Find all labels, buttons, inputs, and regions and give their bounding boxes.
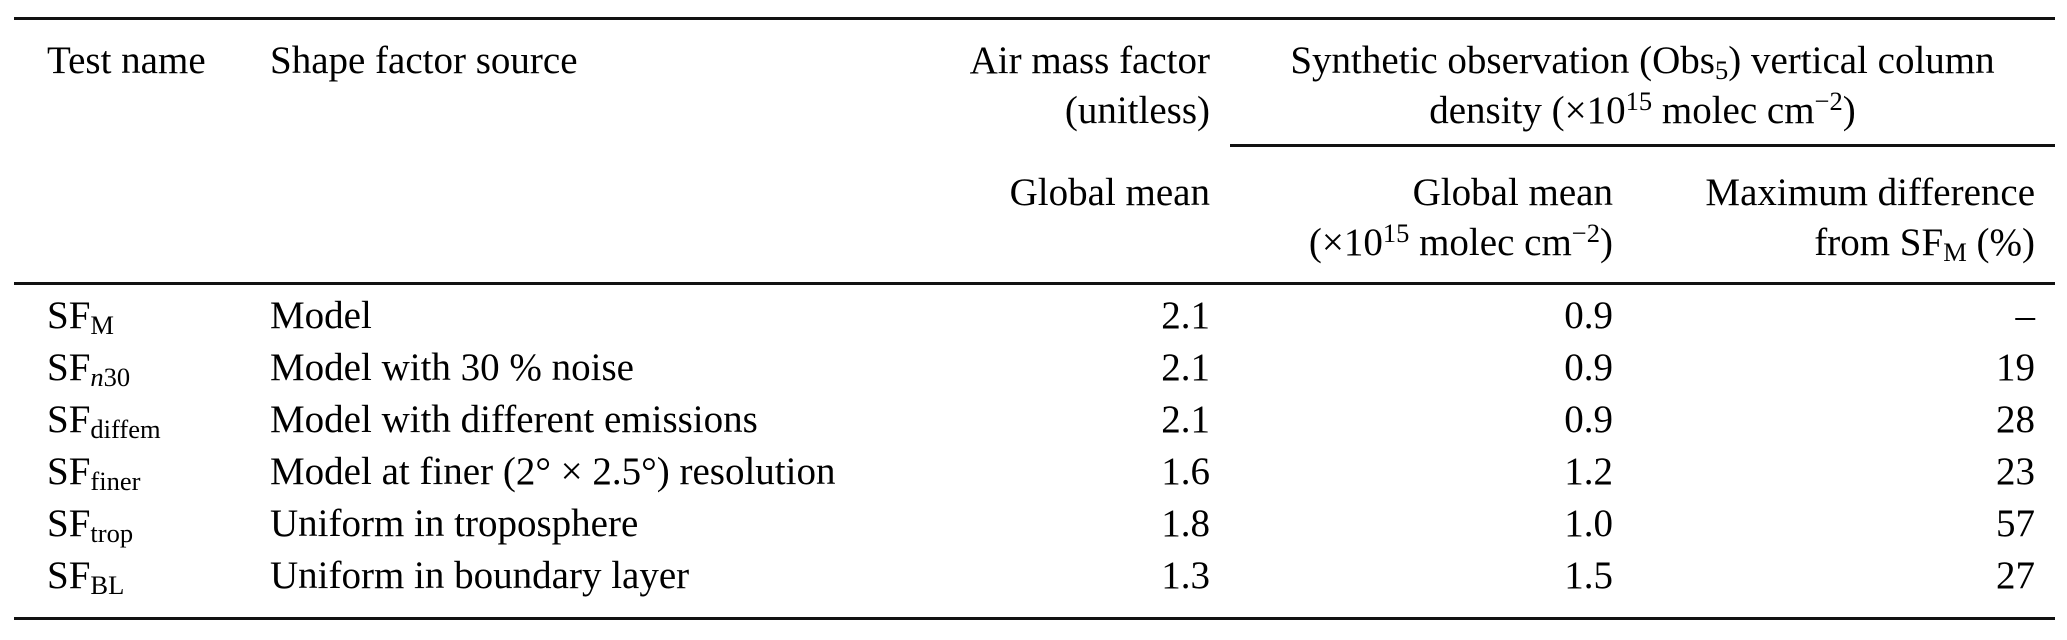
cell-air-mass-factor: 1.3 [1161, 554, 1210, 597]
header-group-line2: density (×1015 molec cm−2) [1429, 85, 1856, 132]
header-synthetic-observation-group: Synthetic observation (Obs5) vertical co… [1230, 36, 2055, 136]
cell-obs-global-mean: 0.9 [1564, 346, 1613, 389]
cell-max-difference: – [2015, 294, 2036, 337]
cell-obs-global-mean: 1.2 [1564, 450, 1613, 493]
cell-shape-factor-source: Model [270, 294, 372, 337]
header-obs-global-mean-line1: Global mean [1412, 171, 1613, 214]
cell-test-name: SFn30 [47, 346, 131, 392]
header-air-mass-factor-line1: Air mass factor [969, 39, 1210, 82]
header-group-line1: Synthetic observation (Obs5) vertical co… [1290, 39, 1995, 85]
header-amf-global-mean: Global mean [1009, 171, 1210, 214]
cell-shape-factor-source: Uniform in troposphere [270, 502, 639, 545]
cell-test-name: SFfiner [47, 450, 141, 496]
cell-max-difference: 57 [1996, 502, 2035, 545]
header-air-mass-factor-line2: (unitless) [1064, 89, 1210, 132]
header-air-mass-factor: Air mass factor (unitless) [900, 36, 1210, 136]
table-row: SFn30 Model with 30 % noise 2.1 0.9 19 [14, 346, 2055, 392]
header-maximum-difference-line2: from SFM (%) [1814, 221, 2035, 267]
exponent-15: 15 [1382, 217, 1410, 248]
header-test-name: Test name [47, 39, 206, 82]
table-top-rule [14, 17, 2055, 20]
cell-obs-global-mean: 1.0 [1564, 502, 1613, 545]
cell-obs-global-mean: 0.9 [1564, 294, 1613, 337]
header-maximum-difference-line1: Maximum difference [1705, 171, 2035, 214]
exponent-minus-2: −2 [1814, 85, 1843, 116]
cell-air-mass-factor: 1.8 [1161, 502, 1210, 545]
cell-max-difference: 19 [1996, 346, 2035, 389]
sf-m-subscript: M [1943, 236, 1967, 267]
header-shape-factor-source: Shape factor source [270, 39, 578, 82]
table-bottom-rule [14, 617, 2055, 620]
table-row: SFdiffem Model with different emissions … [14, 398, 2055, 444]
table-row: SFM Model 2.1 0.9 – [14, 294, 2055, 340]
cell-test-name: SFdiffem [47, 398, 161, 444]
table-row: SFBL Uniform in boundary layer 1.3 1.5 2… [14, 554, 2055, 600]
cell-test-name: SFtrop [47, 502, 134, 548]
cell-shape-factor-source: Model with 30 % noise [270, 346, 634, 389]
header-obs-global-mean: Global mean (×1015 molec cm−2) [1210, 168, 1613, 268]
cell-shape-factor-source: Uniform in boundary layer [270, 554, 690, 597]
exponent-minus-2: −2 [1571, 217, 1600, 248]
obs-subscript: 5 [1714, 54, 1729, 85]
table-row: SFfiner Model at finer (2° × 2.5°) resol… [14, 450, 2055, 496]
header-obs-global-mean-line2: (×1015 molec cm−2) [1308, 217, 1613, 264]
exponent-15: 15 [1625, 85, 1653, 116]
cell-air-mass-factor: 1.6 [1161, 450, 1210, 493]
spanner-cmidrule [1230, 144, 2055, 147]
cell-max-difference: 28 [1996, 398, 2035, 441]
cell-air-mass-factor: 2.1 [1161, 294, 1210, 337]
cell-obs-global-mean: 0.9 [1564, 398, 1613, 441]
cell-shape-factor-source: Model at finer (2° × 2.5°) resolution [270, 450, 836, 493]
cell-shape-factor-source: Model with different emissions [270, 398, 758, 441]
cell-max-difference: 27 [1996, 554, 2035, 597]
cell-test-name: SFBL [47, 554, 125, 600]
cell-air-mass-factor: 2.1 [1161, 398, 1210, 441]
cell-test-name: SFM [47, 294, 114, 340]
cell-max-difference: 23 [1996, 450, 2035, 493]
cell-obs-global-mean: 1.5 [1564, 554, 1613, 597]
table-row: SFtrop Uniform in troposphere 1.8 1.0 57 [14, 502, 2055, 548]
cell-air-mass-factor: 2.1 [1161, 346, 1210, 389]
header-midrule [14, 282, 2055, 285]
header-maximum-difference: Maximum difference from SFM (%) [1613, 168, 2035, 268]
